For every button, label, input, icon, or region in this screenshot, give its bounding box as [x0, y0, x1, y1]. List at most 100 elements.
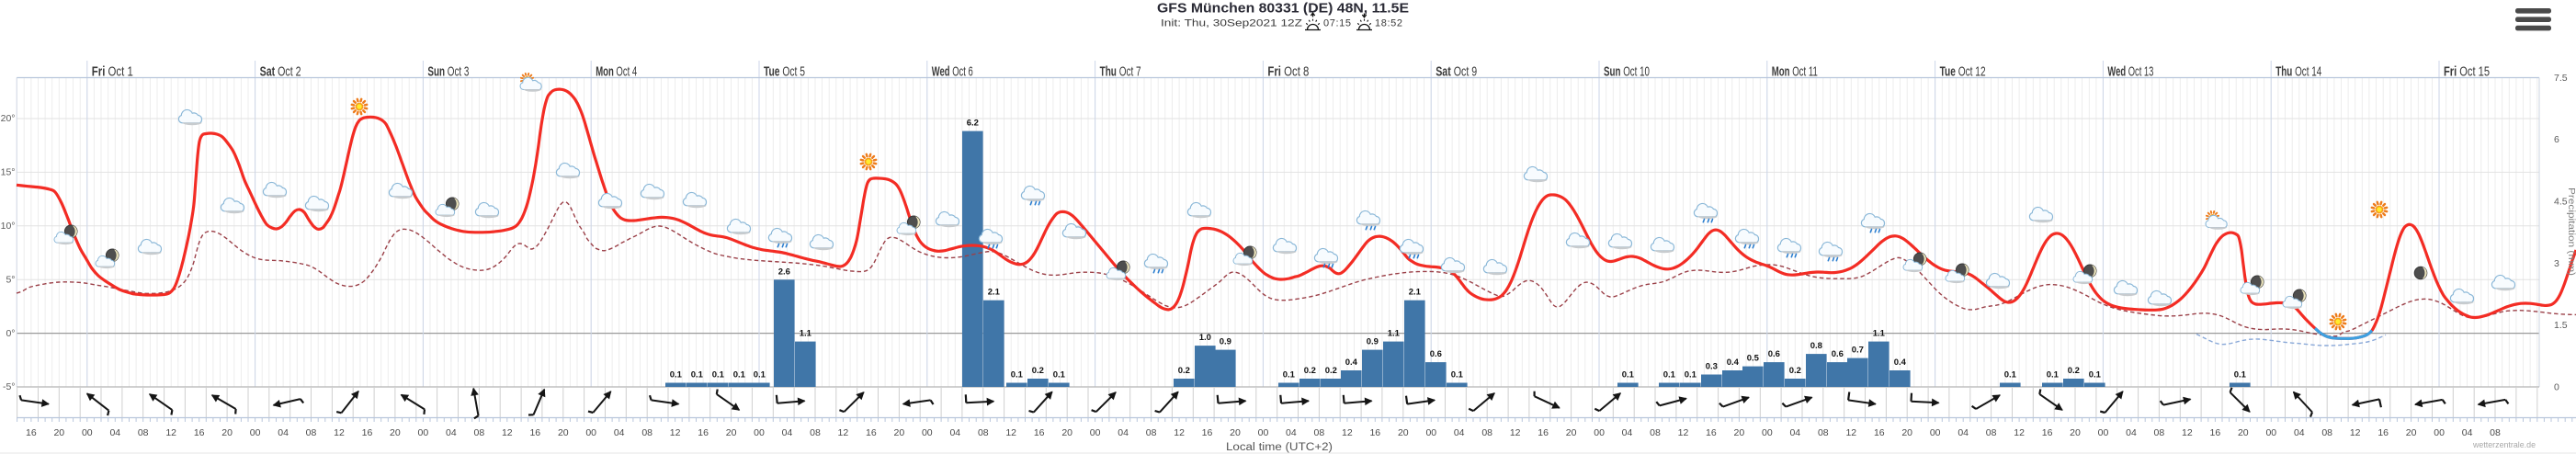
svg-text:08: 08	[474, 427, 485, 438]
svg-text:08: 08	[2490, 427, 2501, 438]
svg-text:00: 00	[250, 427, 261, 438]
svg-text:00: 00	[2434, 427, 2445, 438]
svg-text:16: 16	[194, 427, 205, 438]
svg-text:20: 20	[2406, 427, 2417, 438]
svg-text:0.4: 0.4	[1727, 358, 1740, 368]
svg-text:08: 08	[1481, 427, 1492, 438]
svg-text:10°: 10°	[1, 221, 16, 232]
svg-text:20: 20	[1901, 427, 1912, 438]
svg-text:2.6: 2.6	[778, 267, 790, 277]
svg-text:0.1: 0.1	[1663, 370, 1676, 380]
svg-text:Sat Oct 2: Sat Oct 2	[260, 64, 301, 80]
svg-text:Fri Oct 15: Fri Oct 15	[2444, 64, 2490, 80]
svg-text:12: 12	[1174, 427, 1185, 438]
svg-text:00: 00	[1090, 427, 1101, 438]
svg-text:04: 04	[278, 427, 289, 438]
svg-text:GFS München 80331 (DE) 48N, 11: GFS München 80331 (DE) 48N, 11.5E	[1157, 2, 1409, 17]
svg-text:0.1: 0.1	[1011, 370, 1024, 380]
svg-text:12: 12	[1510, 427, 1521, 438]
svg-text:00: 00	[1594, 427, 1605, 438]
svg-text:16: 16	[1369, 427, 1380, 438]
svg-text:12: 12	[838, 427, 849, 438]
svg-text:08: 08	[306, 427, 317, 438]
svg-text:08: 08	[1146, 427, 1157, 438]
svg-text:20: 20	[53, 427, 64, 438]
svg-text:0.1: 0.1	[1685, 370, 1697, 380]
svg-text:0.1: 0.1	[754, 370, 766, 380]
svg-text:0.2: 0.2	[1789, 366, 1801, 376]
svg-text:Tue Oct 12: Tue Oct 12	[1940, 64, 1986, 80]
svg-text:wetterzentrale.de: wetterzentrale.de	[2472, 440, 2536, 450]
svg-text:0.1: 0.1	[2089, 370, 2102, 380]
svg-text:04: 04	[949, 427, 960, 438]
svg-text:04: 04	[2126, 427, 2137, 438]
svg-text:20: 20	[726, 427, 737, 438]
svg-text:07:15: 07:15	[1323, 18, 1351, 29]
svg-text:00: 00	[922, 427, 933, 438]
svg-text:08: 08	[641, 427, 653, 438]
svg-text:08: 08	[1818, 427, 1829, 438]
svg-text:Fri Oct 1: Fri Oct 1	[92, 64, 133, 80]
svg-text:Local time (UTC+2): Local time (UTC+2)	[1226, 442, 1333, 453]
svg-text:0.8: 0.8	[1810, 341, 1822, 351]
svg-text:0.3: 0.3	[1706, 362, 1718, 372]
svg-text:04: 04	[1789, 427, 1800, 438]
svg-text:Wed Oct 13: Wed Oct 13	[2107, 64, 2153, 80]
svg-text:1.5: 1.5	[2554, 320, 2568, 331]
svg-text:0.1: 0.1	[2234, 370, 2247, 380]
svg-text:7.5: 7.5	[2554, 73, 2568, 84]
svg-text:18:52: 18:52	[1375, 18, 1402, 29]
svg-text:08: 08	[1314, 427, 1325, 438]
svg-text:12: 12	[334, 427, 345, 438]
svg-text:16: 16	[1706, 427, 1717, 438]
svg-text:20: 20	[1398, 427, 1409, 438]
svg-text:0.4: 0.4	[1894, 358, 1907, 368]
svg-text:16: 16	[362, 427, 373, 438]
svg-text:0.2: 0.2	[1304, 366, 1316, 376]
svg-text:04: 04	[1286, 427, 1297, 438]
svg-text:00: 00	[754, 427, 765, 438]
svg-text:4.5: 4.5	[2554, 197, 2568, 208]
svg-text:2.1: 2.1	[988, 288, 1001, 298]
svg-text:0.2: 0.2	[1032, 366, 1044, 376]
svg-text:0.5: 0.5	[1747, 354, 1760, 364]
svg-text:0.7: 0.7	[1852, 346, 1864, 356]
svg-text:08: 08	[2154, 427, 2165, 438]
svg-text:16: 16	[529, 427, 540, 438]
svg-text:12: 12	[502, 427, 513, 438]
svg-text:20°: 20°	[1, 113, 16, 124]
svg-text:0.6: 0.6	[1832, 349, 1844, 359]
svg-text:0.1: 0.1	[670, 370, 683, 380]
svg-text:12: 12	[165, 427, 176, 438]
svg-text:12: 12	[2182, 427, 2193, 438]
svg-text:0.1: 0.1	[733, 370, 746, 380]
svg-text:04: 04	[2294, 427, 2305, 438]
svg-text:15°: 15°	[1, 167, 16, 178]
svg-text:16: 16	[866, 427, 877, 438]
svg-text:0.1: 0.1	[1622, 370, 1635, 380]
svg-text:6: 6	[2554, 134, 2559, 145]
svg-text:20: 20	[2070, 427, 2081, 438]
svg-text:1.0: 1.0	[1199, 333, 1211, 343]
svg-text:20: 20	[1566, 427, 1577, 438]
svg-text:0.2: 0.2	[1325, 366, 1337, 376]
svg-text:16: 16	[26, 427, 37, 438]
svg-text:0.1: 0.1	[712, 370, 725, 380]
svg-text:3: 3	[2554, 258, 2559, 269]
svg-text:0.1: 0.1	[1451, 370, 1464, 380]
svg-text:20: 20	[390, 427, 401, 438]
svg-text:04: 04	[782, 427, 793, 438]
svg-text:16: 16	[2210, 427, 2221, 438]
svg-text:00: 00	[82, 427, 93, 438]
svg-text:2.1: 2.1	[1409, 288, 1422, 298]
svg-text:Fri Oct 8: Fri Oct 8	[1267, 64, 1309, 80]
svg-text:12: 12	[2014, 427, 2025, 438]
svg-text:00: 00	[1930, 427, 1941, 438]
svg-text:16: 16	[1538, 427, 1549, 438]
svg-text:Sat Oct 9: Sat Oct 9	[1436, 64, 1477, 80]
svg-text:0.6: 0.6	[1430, 349, 1442, 359]
svg-text:0.9: 0.9	[1220, 337, 1231, 347]
svg-text:04: 04	[614, 427, 625, 438]
svg-text:Mon Oct 11: Mon Oct 11	[1772, 64, 1818, 80]
svg-text:0.2: 0.2	[1178, 366, 1190, 376]
